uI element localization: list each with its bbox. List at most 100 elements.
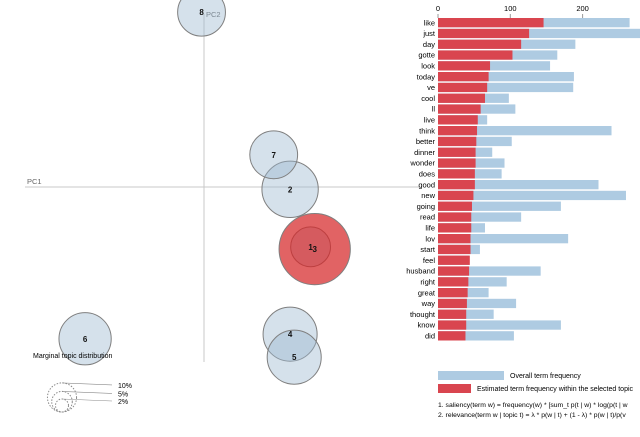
bar-estimated-way[interactable] [438,298,467,309]
term-label-just[interactable]: just [422,29,436,38]
term-label-look[interactable]: look [421,62,435,71]
term-label-feel[interactable]: feel [423,256,435,265]
topic-circles: 1 2 3 4 5 6 7 8 [58,0,351,385]
term-label-new[interactable]: new [421,191,435,200]
term-label-dinner[interactable]: dinner [414,148,435,157]
term-label-way[interactable]: way [421,299,436,308]
bar-overall-know[interactable] [438,320,561,330]
topic-circle-4[interactable] [262,306,318,362]
bar-estimated-lov[interactable] [438,234,471,244]
topic-label-1[interactable]: 1 [308,243,313,252]
top-terms-bar-chart: 0 100 200 likejustdaygottelooktodayvecooll… [406,4,640,341]
relevance-note: 2. relevance(term w | topic t) = λ * p(w… [438,412,626,419]
bar-overall-way[interactable] [438,298,517,309]
topic-label-2[interactable]: 2 [288,185,293,194]
term-label-start[interactable]: start [420,245,436,254]
bar-estimated-cool[interactable] [438,93,485,103]
topic-circle-2[interactable] [261,160,319,218]
term-label-know[interactable]: know [417,321,435,330]
term-label-day[interactable]: day [423,40,435,49]
topic-label-3[interactable]: 3 [312,245,317,254]
bar-estimated-look[interactable] [438,61,491,71]
bar-estimated-feel[interactable] [438,255,470,265]
term-label-going[interactable]: going [417,202,435,211]
bar-overall-good[interactable] [438,180,599,190]
topic-circle-7[interactable] [249,130,299,180]
bar-overall-ve[interactable] [438,82,574,93]
bar-overall-read[interactable] [438,212,522,222]
topic-circle-3[interactable] [278,212,351,286]
pc1-axis-label: PC1 [27,177,42,186]
topic-circle-6[interactable] [58,312,112,366]
bar-estimated-day[interactable] [438,39,522,49]
term-label-ll[interactable]: ll [432,105,436,114]
term-label-husband[interactable]: husband [406,267,435,276]
intertopic-distance-map: PC1 PC2 1 2 3 4 5 6 7 8 [25,0,420,385]
bar-estimated-thought[interactable] [438,309,467,319]
pc2-axis-label: PC2 [206,10,221,19]
bar-estimated-today[interactable] [438,72,489,82]
term-label-like[interactable]: like [424,18,435,27]
bar-estimated-right[interactable] [438,277,469,287]
term-label-ve[interactable]: ve [427,83,435,92]
term-label-lov[interactable]: lov [425,234,435,243]
bar-overall-look[interactable] [438,61,551,71]
bar-estimated-better[interactable] [438,136,477,147]
x-tick-label-100: 100 [504,4,517,13]
bar-estimated-start[interactable] [438,244,471,255]
bar-estimated-know[interactable] [438,320,467,330]
bar-overall-right[interactable] [438,277,507,287]
bar-overall-think[interactable] [438,126,612,136]
bar-estimated-husband[interactable] [438,266,470,276]
bar-estimated-did[interactable] [438,331,466,341]
term-label-did[interactable]: did [425,332,435,341]
bar-estimated-gotte[interactable] [438,50,513,60]
topic-label-7[interactable]: 7 [271,151,276,160]
bar-estimated-ll[interactable] [438,104,481,114]
bar-estimated-like[interactable] [438,18,544,28]
term-label-today[interactable]: today [417,72,436,81]
bar-estimated-does[interactable] [438,169,475,179]
bar-overall-today[interactable] [438,72,574,82]
term-label-wonder[interactable]: wonder [409,159,435,168]
bar-estimated-live[interactable] [438,115,478,125]
bar-estimated-great[interactable] [438,288,468,298]
bar-overall-did[interactable] [438,331,514,341]
bar-overall-just[interactable] [438,28,640,39]
topic-label-5[interactable]: 5 [292,353,297,362]
term-label-read[interactable]: read [420,213,435,222]
topic-circle-8[interactable] [177,0,226,37]
bar-estimated-good[interactable] [438,180,475,190]
term-label-right[interactable]: right [420,278,436,287]
bar-estimated-ve[interactable] [438,82,488,93]
bar-estimated-dinner[interactable] [438,147,476,157]
bar-estimated-wonder[interactable] [438,158,476,168]
topic-circle-5[interactable] [266,329,322,385]
term-label-good[interactable]: good [418,180,435,189]
bar-overall-new[interactable] [438,190,626,201]
term-label-better[interactable]: better [416,137,436,146]
topic-label-6[interactable]: 6 [83,335,88,344]
term-label-does[interactable]: does [419,170,436,179]
bar-estimated-new[interactable] [438,190,474,201]
term-label-cool[interactable]: cool [421,94,435,103]
bar-estimated-read[interactable] [438,212,472,222]
term-label-gotte[interactable]: gotte [418,51,435,60]
bar-overall-husband[interactable] [438,266,541,276]
term-label-great[interactable]: great [418,288,436,297]
marginal-circle-10 [46,382,78,413]
bar-estimated-going[interactable] [438,201,472,211]
bar-estimated-life[interactable] [438,223,472,233]
term-label-live[interactable]: live [424,116,435,125]
term-label-life[interactable]: life [425,224,435,233]
bar-estimated-just[interactable] [438,28,530,39]
bar-estimated-think[interactable] [438,126,478,136]
term-label-think[interactable]: think [419,126,435,135]
bar-overall-lov[interactable] [438,234,569,244]
term-label-thought[interactable]: thought [410,310,436,319]
topic-label-8[interactable]: 8 [199,8,204,17]
saliency-note: 1. saliency(term w) = frequency(w) * [su… [438,402,628,409]
topic-label-4[interactable]: 4 [288,330,293,339]
bar-overall-going[interactable] [438,201,561,211]
